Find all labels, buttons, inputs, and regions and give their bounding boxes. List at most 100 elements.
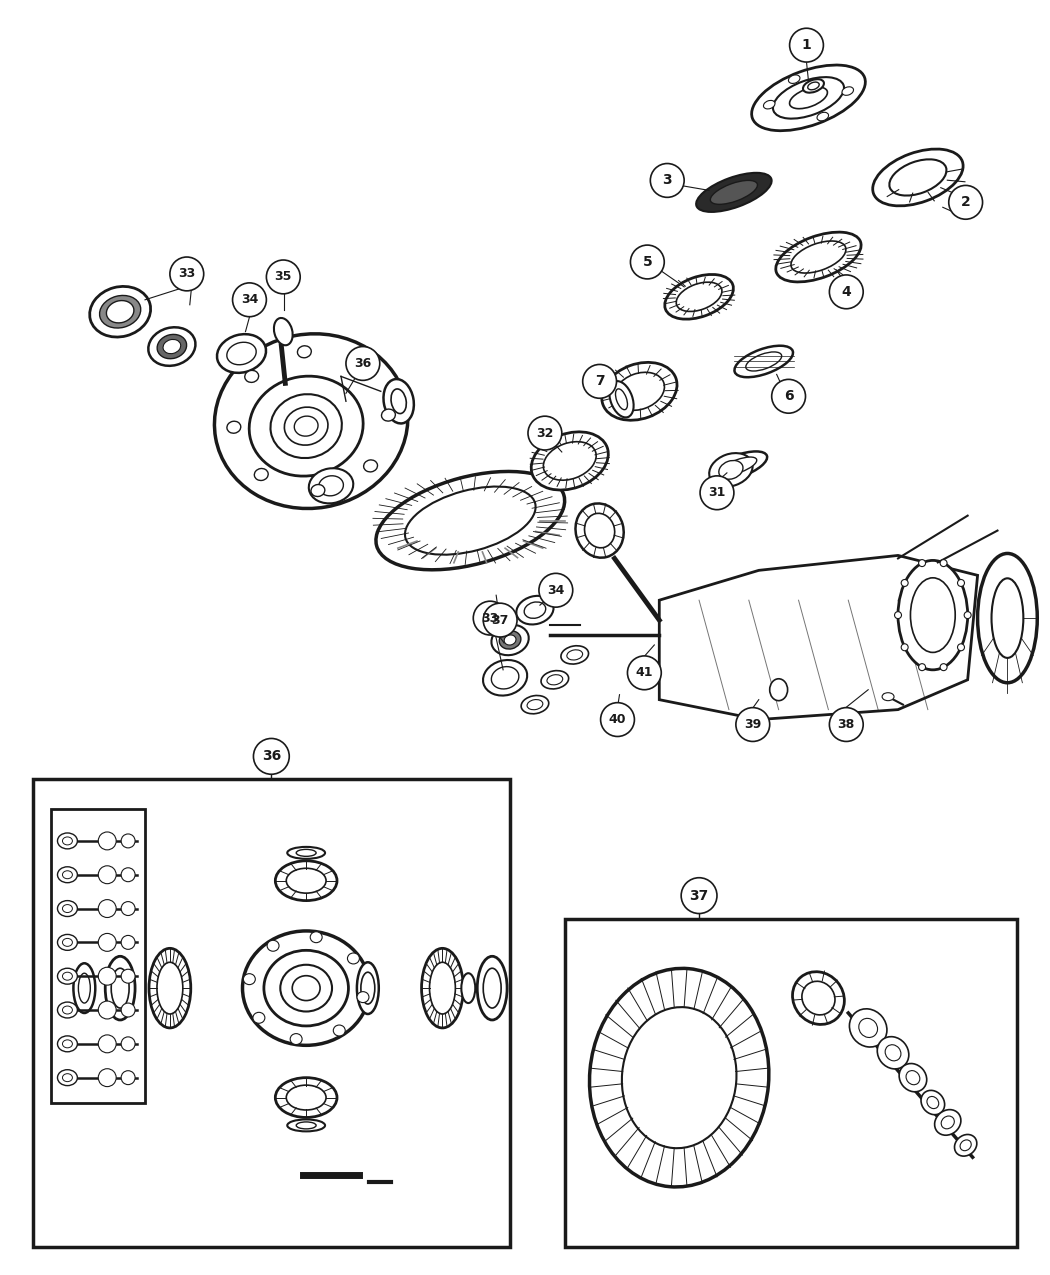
Ellipse shape (311, 484, 324, 496)
Ellipse shape (121, 1003, 135, 1017)
Circle shape (650, 163, 685, 198)
Ellipse shape (889, 159, 946, 195)
Ellipse shape (121, 834, 135, 848)
Ellipse shape (898, 561, 968, 669)
Text: 40: 40 (609, 713, 626, 725)
Ellipse shape (940, 560, 947, 566)
Ellipse shape (227, 421, 240, 434)
Text: 4: 4 (841, 284, 852, 298)
Text: 41: 41 (635, 667, 653, 680)
Ellipse shape (244, 974, 255, 984)
Ellipse shape (752, 65, 865, 131)
Ellipse shape (541, 671, 569, 688)
Ellipse shape (461, 973, 476, 1003)
Circle shape (232, 283, 267, 316)
Ellipse shape (62, 836, 72, 845)
Ellipse shape (770, 678, 788, 701)
Ellipse shape (763, 101, 775, 108)
Ellipse shape (609, 381, 633, 417)
Ellipse shape (901, 579, 908, 586)
Ellipse shape (483, 968, 501, 1009)
Ellipse shape (275, 861, 337, 900)
Ellipse shape (121, 901, 135, 915)
Ellipse shape (895, 612, 902, 618)
Ellipse shape (491, 625, 529, 655)
Ellipse shape (676, 282, 722, 311)
Ellipse shape (791, 241, 846, 273)
Ellipse shape (357, 992, 369, 1002)
Circle shape (267, 260, 300, 293)
Ellipse shape (483, 660, 527, 696)
Ellipse shape (622, 1007, 736, 1149)
Text: 2: 2 (961, 195, 970, 209)
Text: 5: 5 (643, 255, 652, 269)
Ellipse shape (383, 379, 414, 423)
Ellipse shape (901, 644, 908, 650)
Text: 38: 38 (838, 718, 855, 731)
Ellipse shape (62, 973, 72, 980)
Ellipse shape (99, 1035, 117, 1053)
Ellipse shape (927, 1096, 939, 1108)
Ellipse shape (910, 578, 956, 653)
Text: 35: 35 (275, 270, 292, 283)
Circle shape (628, 655, 662, 690)
Text: 32: 32 (537, 427, 553, 440)
Text: 34: 34 (240, 293, 258, 306)
Ellipse shape (287, 1085, 327, 1111)
Text: 36: 36 (354, 357, 372, 370)
Ellipse shape (292, 975, 320, 1001)
Ellipse shape (158, 334, 187, 358)
Ellipse shape (106, 301, 134, 323)
Circle shape (830, 708, 863, 742)
Ellipse shape (271, 394, 342, 458)
Ellipse shape (100, 296, 141, 328)
Ellipse shape (245, 371, 258, 382)
Ellipse shape (615, 389, 628, 409)
Ellipse shape (318, 476, 343, 496)
Ellipse shape (734, 346, 793, 377)
Ellipse shape (960, 1140, 971, 1151)
Ellipse shape (62, 904, 72, 913)
Ellipse shape (719, 460, 743, 479)
Ellipse shape (309, 468, 353, 504)
Ellipse shape (381, 409, 396, 421)
Ellipse shape (567, 650, 583, 660)
Ellipse shape (58, 1035, 78, 1052)
Ellipse shape (517, 595, 553, 625)
Ellipse shape (288, 847, 326, 859)
Text: 7: 7 (594, 375, 605, 389)
Ellipse shape (296, 1122, 316, 1128)
Ellipse shape (543, 441, 596, 481)
Ellipse shape (267, 940, 279, 951)
Circle shape (253, 738, 289, 774)
Ellipse shape (62, 1006, 72, 1014)
Ellipse shape (99, 866, 117, 884)
Text: 37: 37 (690, 889, 709, 903)
Text: 37: 37 (491, 613, 509, 626)
Ellipse shape (121, 969, 135, 983)
Ellipse shape (89, 287, 150, 337)
Ellipse shape (254, 468, 268, 481)
Ellipse shape (842, 87, 854, 96)
Ellipse shape (491, 667, 519, 689)
Ellipse shape (873, 149, 963, 205)
Ellipse shape (156, 963, 183, 1014)
Ellipse shape (721, 456, 757, 474)
Circle shape (772, 380, 805, 413)
Ellipse shape (333, 1025, 345, 1037)
Circle shape (601, 703, 634, 737)
Ellipse shape (776, 232, 861, 282)
Ellipse shape (421, 949, 463, 1028)
Ellipse shape (288, 1119, 326, 1131)
Ellipse shape (405, 487, 536, 555)
Ellipse shape (121, 1071, 135, 1085)
Ellipse shape (746, 352, 781, 371)
Ellipse shape (227, 342, 256, 365)
Circle shape (790, 28, 823, 62)
Ellipse shape (906, 1071, 920, 1085)
Ellipse shape (964, 612, 971, 618)
Ellipse shape (899, 1063, 927, 1091)
Ellipse shape (363, 460, 378, 472)
Ellipse shape (859, 1019, 878, 1038)
Ellipse shape (58, 1002, 78, 1017)
